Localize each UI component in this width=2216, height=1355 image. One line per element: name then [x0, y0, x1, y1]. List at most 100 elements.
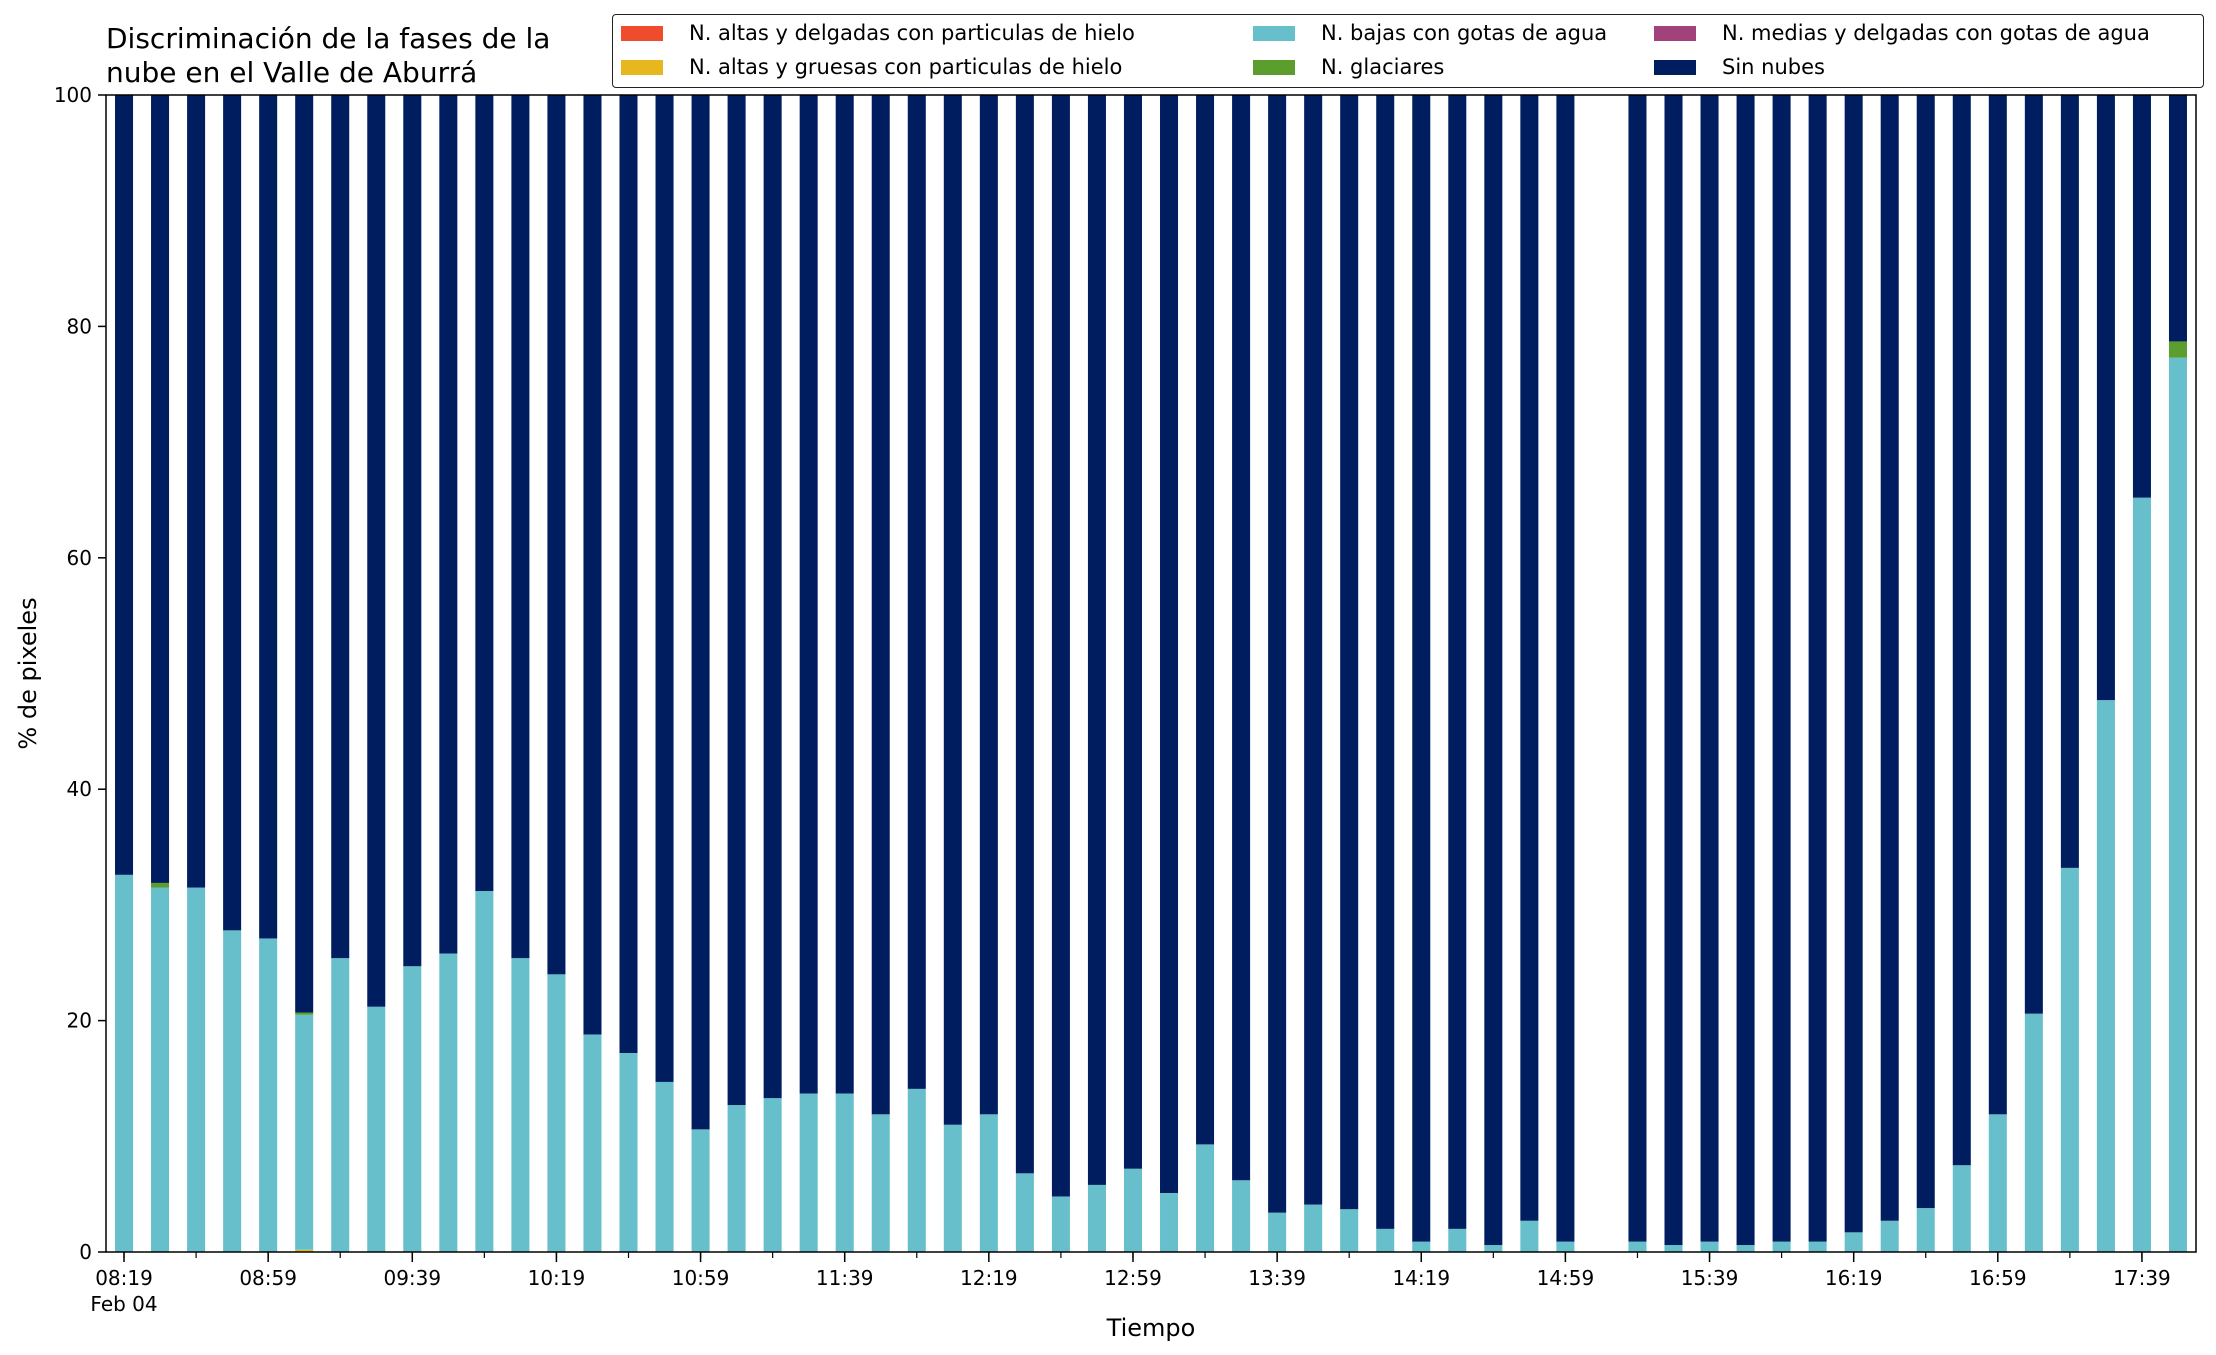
- legend-entry-sin-nubes: Sin nubes: [1654, 55, 1825, 79]
- x-tick-label: 14:59: [1537, 1266, 1595, 1290]
- legend-entry-altas-gruesas: N. altas y gruesas con particulas de hie…: [621, 55, 1122, 79]
- bar-segment: [475, 95, 494, 892]
- bar-segment: [2024, 95, 2043, 1014]
- bar-segment: [151, 887, 170, 1252]
- bar-segment: [367, 1006, 386, 1252]
- bar-segment: [151, 95, 170, 883]
- bar-segment: [475, 891, 494, 1252]
- bar-segment: [1232, 95, 1251, 1181]
- bar-segment: [1952, 95, 1971, 1166]
- bar-segment: [403, 95, 422, 967]
- bar-segment: [1844, 95, 1863, 1233]
- legend-swatch: [1253, 59, 1295, 75]
- bar-segment: [2060, 867, 2079, 1252]
- legend-entry-altas-delgadas: N. altas y delgadas con particulas de hi…: [621, 21, 1135, 45]
- bar-segment: [2168, 357, 2187, 1252]
- legend-entry-glaciares: N. glaciares: [1253, 55, 1444, 79]
- bar-segment: [295, 95, 314, 1013]
- bar-segment: [547, 95, 566, 975]
- bar-segment: [907, 1088, 926, 1252]
- bar-segment: [655, 1081, 674, 1252]
- y-tick-label: 100: [54, 83, 92, 107]
- bar-segment: [151, 882, 170, 888]
- y-axis-label: % de pixeles: [14, 597, 42, 749]
- bar-segment: [1087, 1184, 1106, 1252]
- bar-segment: [1051, 1196, 1070, 1252]
- bar-segment: [799, 95, 818, 1094]
- bar-segment: [439, 95, 458, 954]
- bar-segment: [223, 95, 242, 931]
- legend-entry-bajas: N. bajas con gotas de agua: [1253, 21, 1607, 45]
- y-tick-label: 60: [67, 546, 92, 570]
- bar-segment: [1772, 1241, 1791, 1252]
- bar-segment: [1340, 1209, 1359, 1252]
- bar-segment: [2132, 497, 2151, 1252]
- x-tick-label: 10:59: [672, 1266, 730, 1290]
- bar-segment: [1880, 1220, 1899, 1252]
- bar-segment: [1772, 95, 1791, 1242]
- bar-segment: [2060, 95, 2079, 868]
- legend-label: N. medias y delgadas con gotas de agua: [1722, 21, 2150, 45]
- bar-segment: [1916, 1208, 1935, 1252]
- bar-segment: [223, 930, 242, 1252]
- legend-swatch: [621, 59, 663, 75]
- bar-segment: [2096, 95, 2115, 701]
- y-tick-label: 40: [67, 777, 92, 801]
- plot-frame: [105, 94, 2197, 1253]
- bar-segment: [1700, 95, 1719, 1242]
- bar-segment: [295, 1012, 314, 1015]
- bar-segment: [1376, 1228, 1395, 1252]
- y-tick-label: 0: [79, 1240, 92, 1264]
- bar-segment: [691, 95, 710, 1130]
- bar-segment: [835, 1093, 854, 1252]
- x-tick-label: 16:59: [1969, 1266, 2027, 1290]
- bar-segment: [583, 95, 602, 1035]
- bar-segment: [511, 958, 530, 1252]
- chart-legend: N. altas y delgadas con particulas de hi…: [612, 14, 2204, 88]
- bar-segment: [1952, 1165, 1971, 1252]
- bar-segment: [2096, 700, 2115, 1252]
- bar-segment: [1916, 95, 1935, 1209]
- bar-segment: [367, 95, 386, 1007]
- x-tick-label: 08:19: [95, 1266, 153, 1290]
- bar-segment: [907, 95, 926, 1089]
- bar-segment: [727, 95, 746, 1106]
- legend-label: N. altas y gruesas con particulas de hie…: [689, 55, 1123, 79]
- bar-segment: [979, 1114, 998, 1252]
- bar-segment: [115, 874, 134, 1252]
- bar-segment: [1448, 1228, 1467, 1252]
- bar-segment: [1556, 95, 1575, 1242]
- bar-segment: [871, 95, 890, 1115]
- bar-segment: [1664, 95, 1683, 1246]
- bar-segment: [439, 953, 458, 1252]
- x-tick-label: 08:59: [239, 1266, 297, 1290]
- bar-segment: [1484, 95, 1503, 1246]
- bar-segment: [187, 95, 206, 888]
- bar-segment: [1988, 1114, 2007, 1252]
- bar-segment: [1015, 1173, 1034, 1252]
- bar-segment: [1736, 95, 1755, 1246]
- x-tick-label: 11:39: [816, 1266, 874, 1290]
- bar-segment: [1051, 95, 1070, 1197]
- legend-label: N. bajas con gotas de agua: [1321, 21, 1608, 45]
- bar-segment: [1196, 1144, 1215, 1252]
- chart-title-line-2: nube en el Valle de Aburrá: [106, 56, 478, 89]
- bar-segment: [1015, 95, 1034, 1174]
- chart-title-line-1: Discriminación de la fases de la: [106, 22, 551, 55]
- bar-segment: [1160, 1192, 1179, 1252]
- legend-swatch: [1253, 25, 1295, 41]
- bar-segment: [295, 1014, 314, 1250]
- bar-segment: [979, 95, 998, 1115]
- bar-segment: [331, 958, 350, 1252]
- bar-segment: [259, 938, 278, 1252]
- bar-segment: [943, 95, 962, 1125]
- bar-segment: [763, 95, 782, 1099]
- x-tick-label: 12:59: [1104, 1266, 1162, 1290]
- bar-segment: [1628, 95, 1647, 1242]
- bar-segment: [1556, 1241, 1575, 1252]
- bar-segment: [1448, 95, 1467, 1229]
- bar-segment: [1844, 1232, 1863, 1252]
- bar-segment: [1628, 1241, 1647, 1252]
- bar-segment: [1664, 1245, 1683, 1252]
